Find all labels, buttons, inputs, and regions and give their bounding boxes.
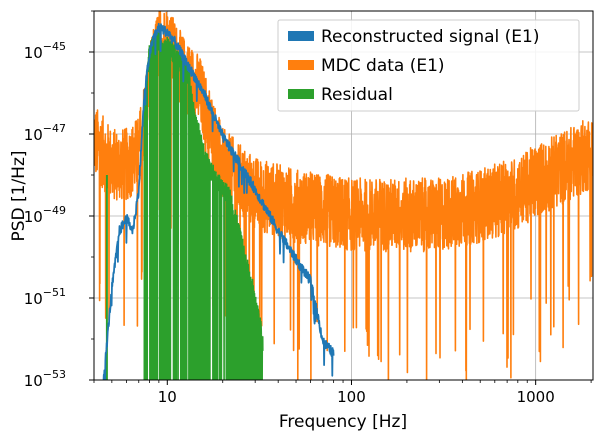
y-tick-exponent: −53 — [43, 368, 66, 381]
x-tick-label: 1000 — [517, 388, 555, 406]
legend-swatch — [288, 89, 314, 99]
y-tick-label: 10−49 — [24, 204, 66, 226]
legend-label: Residual — [321, 85, 393, 105]
y-tick-label: 10−45 — [24, 40, 66, 62]
plot-frame — [93, 10, 594, 381]
y-tick-exponent: −47 — [43, 122, 66, 135]
y-tick-exponent: −49 — [43, 204, 66, 217]
x-tick-label: 10 — [158, 388, 177, 406]
legend: Reconstructed signal (E1) MDC data (E1) Re… — [277, 19, 580, 112]
legend-box — [277, 19, 580, 112]
y-tick-label: 10−51 — [24, 286, 66, 308]
series-layer — [94, 11, 593, 380]
legend-label: Reconstructed signal (E1) — [321, 27, 540, 47]
reconstructed-signal-line — [102, 22, 335, 380]
legend-swatch — [288, 60, 314, 70]
x-axis-label: Frequency [Hz] — [279, 412, 407, 432]
x-axis-ticks: 10 100 1000 — [93, 380, 592, 406]
y-tick-label: 10−53 — [24, 368, 66, 390]
y-tick-exponent: −45 — [43, 40, 66, 53]
y-tick-exponent: −51 — [43, 286, 66, 299]
y-axis-label: PSD [1/Hz] — [9, 150, 29, 241]
y-axis-ticks: 10−53 10−51 10−49 10−47 10−45 — [24, 10, 94, 390]
x-tick-label: 100 — [337, 388, 366, 406]
residual-line — [143, 31, 264, 380]
y-tick-label: 10−47 — [24, 122, 66, 144]
legend-swatch — [288, 31, 314, 41]
legend-label: MDC data (E1) — [321, 56, 445, 76]
